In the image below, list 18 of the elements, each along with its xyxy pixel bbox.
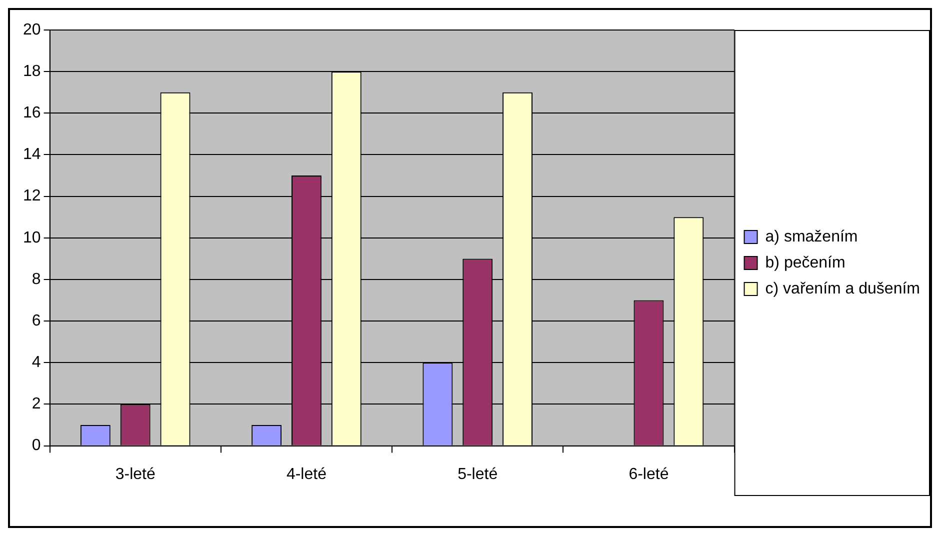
legend-label: b) pečením <box>765 254 846 272</box>
y-tick-label: 4 <box>32 354 41 372</box>
x-tick-label: 4-leté <box>286 466 327 483</box>
x-tick-label: 3-leté <box>115 466 156 483</box>
x-tick-label: 5-leté <box>458 466 498 483</box>
y-tick-label: 10 <box>23 229 41 246</box>
y-tick-label: 14 <box>23 146 41 164</box>
y-tick-label: 12 <box>23 188 41 205</box>
legend-label: c) vařením a dušením <box>765 280 920 298</box>
x-tick-label: 6-leté <box>628 466 669 483</box>
y-tick-label: 2 <box>32 396 41 413</box>
y-tick-label: 18 <box>23 62 41 80</box>
y-tick-label: 0 <box>32 437 41 454</box>
y-tick-label: 8 <box>32 270 41 288</box>
y-tick-label: 16 <box>23 104 41 122</box>
legend-label: a) smažením <box>765 228 858 246</box>
y-tick-label: 6 <box>32 312 41 330</box>
y-tick-label: 20 <box>23 21 41 38</box>
